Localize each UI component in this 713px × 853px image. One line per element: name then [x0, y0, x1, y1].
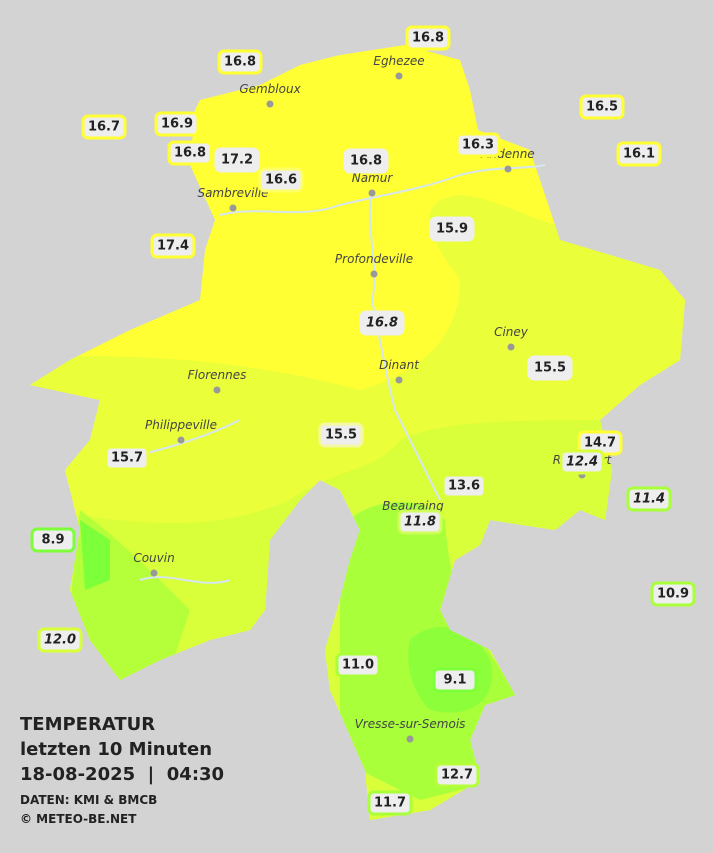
station-value: 15.5 — [325, 428, 357, 443]
station-value: 16.3 — [462, 138, 494, 153]
station-box — [579, 94, 625, 120]
city-label: Sambreville — [197, 186, 268, 200]
station-box — [217, 49, 263, 75]
station-value: 12.4 — [566, 455, 598, 470]
city-dot — [368, 189, 376, 197]
station-value: 16.8 — [366, 316, 398, 331]
station-value: 16.5 — [586, 100, 618, 115]
station-value: 8.9 — [41, 533, 64, 548]
station-value: 11.8 — [404, 515, 436, 530]
stations: 16.8 16.8 16.5 16.7 16.9 16.8 17.2 16.6 16.8 16.3… — [30, 25, 696, 816]
city-label: Florennes — [188, 368, 247, 382]
station-value: 12.0 — [44, 633, 76, 648]
city-dot — [395, 376, 403, 384]
station-value: 16.8 — [350, 154, 382, 169]
station-box — [405, 25, 451, 51]
legend-period: letzten 10 Minuten — [20, 739, 212, 760]
station-value: 11.4 — [633, 492, 665, 507]
station-value: 15.9 — [436, 222, 468, 237]
station-value: 16.8 — [224, 55, 256, 70]
city-dot — [406, 735, 414, 743]
station-value: 11.7 — [374, 796, 406, 811]
station-box — [154, 111, 200, 137]
station-box — [367, 790, 413, 816]
rivers — [119, 164, 546, 584]
station-value: 9.1 — [443, 673, 466, 688]
city-label: Eghezee — [373, 54, 424, 68]
city-dot — [266, 100, 274, 108]
city-dot — [150, 569, 158, 577]
station-box — [214, 147, 260, 173]
station-value: 10.9 — [657, 587, 689, 602]
city-label: Vresse-sur-Semois — [355, 717, 466, 731]
station-box — [429, 216, 475, 242]
city-dot — [177, 436, 185, 444]
city-label: Couvin — [133, 551, 174, 565]
station-box — [626, 486, 672, 512]
city-label: Profondeville — [335, 252, 413, 266]
station-box — [559, 449, 605, 475]
station-box — [30, 527, 76, 553]
city-label: Philippeville — [145, 418, 217, 432]
station-value: 15.7 — [111, 451, 143, 466]
station-box — [104, 445, 150, 471]
station-box — [150, 233, 196, 259]
station-box — [81, 114, 127, 140]
station-box — [434, 762, 480, 788]
station-box — [37, 627, 83, 653]
station-value: 16.8 — [174, 146, 206, 161]
station-value: 15.5 — [534, 361, 566, 376]
station-value: 11.0 — [342, 658, 374, 673]
station-box — [455, 132, 501, 158]
station-box — [432, 667, 478, 693]
city-label: Namur — [352, 171, 394, 185]
station-value: 16.7 — [88, 120, 120, 135]
station-value: 17.4 — [157, 239, 189, 254]
city-label: Gembloux — [239, 82, 301, 96]
station-value: 16.1 — [623, 147, 655, 162]
city-dot — [213, 386, 221, 394]
station-value: 12.7 — [441, 768, 473, 783]
station-box — [616, 141, 662, 167]
legend-source: DATEN: KMI & BMCB — [20, 793, 157, 807]
legend-copyright: © METEO-BE.NET — [20, 812, 137, 826]
legend-title: TEMPERATUR — [20, 714, 155, 735]
city-dot — [395, 72, 403, 80]
city-dot — [229, 204, 237, 212]
station-box — [343, 148, 389, 174]
station-box — [527, 355, 573, 381]
station-value: 16.6 — [265, 173, 297, 188]
station-box — [335, 652, 381, 678]
station-box — [318, 422, 364, 448]
station-value: 16.8 — [412, 31, 444, 46]
station-box — [258, 167, 304, 193]
station-box — [441, 473, 487, 499]
city-label: Dinant — [379, 358, 420, 372]
station-value: 14.7 — [584, 436, 616, 451]
legend-datetime: 18-08-2025 | 04:30 — [20, 764, 224, 785]
station-box — [167, 140, 213, 166]
city-dot — [507, 343, 515, 351]
city-dot — [370, 270, 378, 278]
station-box — [397, 509, 443, 535]
station-value: 16.9 — [161, 117, 193, 132]
station-box — [650, 581, 696, 607]
city-dot — [504, 165, 512, 173]
station-box — [359, 310, 405, 336]
city-label: Ciney — [494, 325, 529, 339]
station-value: 13.6 — [448, 479, 480, 494]
station-value: 17.2 — [221, 153, 253, 168]
